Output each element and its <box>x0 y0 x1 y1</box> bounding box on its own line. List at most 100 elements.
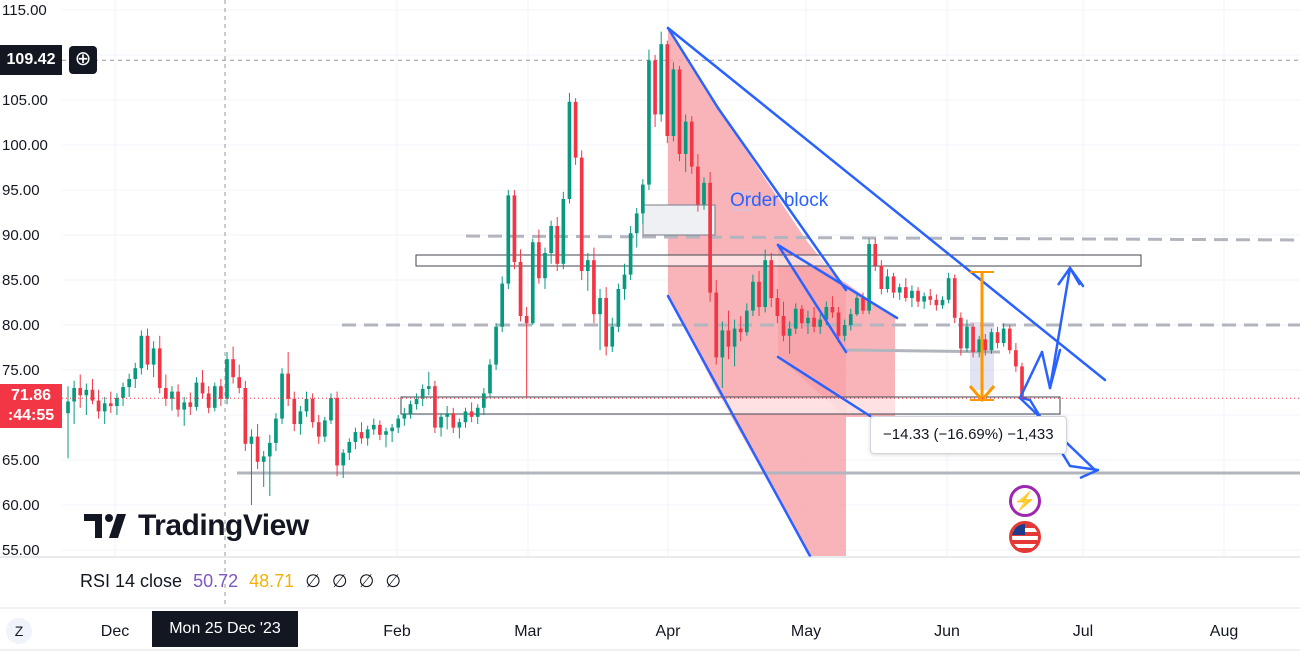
us-flag-event-icon[interactable] <box>1009 521 1041 553</box>
candle-body <box>500 283 505 327</box>
candle-body <box>396 418 401 428</box>
candle-body <box>561 199 566 264</box>
candle-body <box>463 411 468 423</box>
candle-body <box>231 359 235 378</box>
trendline <box>1048 266 1072 390</box>
candle-body <box>433 386 437 428</box>
rsi-placeholder: ∅ <box>358 571 375 591</box>
candle-body <box>365 429 370 439</box>
x-tick-label: May <box>791 623 821 640</box>
candle-body <box>524 316 529 324</box>
candle-body <box>115 397 119 406</box>
candle-body <box>329 397 333 421</box>
candle-body <box>225 359 229 399</box>
candle-body <box>781 316 786 336</box>
candle-body <box>867 244 871 311</box>
candle-body <box>451 413 456 428</box>
candle-body <box>842 325 847 336</box>
support-zone-box <box>400 396 1061 415</box>
candle-body <box>861 298 865 311</box>
candle-body <box>378 424 382 435</box>
candle-body <box>310 398 315 423</box>
rsi-title: RSI 14 close <box>80 571 183 591</box>
flag-canton <box>1012 524 1025 535</box>
candle-body <box>90 389 95 401</box>
candle-body <box>995 332 1000 343</box>
rsi-legend[interactable]: RSI 14 close 50.72 48.71 ∅ ∅ ∅ ∅ <box>80 571 407 592</box>
candle-body <box>903 287 908 298</box>
candle-body <box>1001 328 1006 343</box>
candle-body <box>200 382 205 394</box>
candle-body <box>66 401 70 414</box>
price-level-badge: 109.42 <box>0 45 62 75</box>
candle-body <box>769 260 774 298</box>
tv-logo-icon <box>84 514 126 538</box>
bar-countdown: :44:55 <box>7 407 55 424</box>
candle-body <box>738 328 743 333</box>
candle-body <box>84 389 89 396</box>
timezone-z-button[interactable]: Z <box>6 618 32 644</box>
candle-body <box>897 287 902 293</box>
candle-body <box>96 400 101 412</box>
candle-body <box>757 281 761 307</box>
candle-body <box>121 387 125 398</box>
candle-body <box>237 377 242 388</box>
candle-body <box>855 298 859 315</box>
candle-body <box>977 339 982 352</box>
candle-body <box>72 388 76 402</box>
y-tick-label: 85.00 <box>2 272 40 289</box>
y-tick-label: 115.00 <box>2 2 47 19</box>
lightning-event-icon[interactable]: ⚡ <box>1009 485 1041 517</box>
candle-body <box>598 298 602 315</box>
candle-body <box>261 456 266 462</box>
trendline <box>666 294 812 558</box>
candle-body <box>390 427 394 432</box>
candle-body <box>543 253 547 279</box>
channel-fill-small <box>778 245 895 417</box>
candle-body <box>102 403 107 412</box>
candle-body <box>323 420 327 437</box>
candle-body <box>647 60 651 185</box>
candle-body <box>1007 328 1012 351</box>
candle-body <box>482 393 486 408</box>
candle-body <box>806 317 810 324</box>
candle-body <box>885 276 890 289</box>
candle-body <box>922 296 926 302</box>
add-alert-plus-button[interactable]: ⊕ <box>69 46 97 74</box>
candle-body <box>634 213 639 234</box>
candle-body <box>689 121 694 167</box>
candles-layer <box>66 31 1024 505</box>
candle-body <box>567 101 572 199</box>
x-tick-label: Dec <box>101 623 129 640</box>
candle-body <box>78 388 83 396</box>
candle-body <box>347 442 352 453</box>
last-price-value: 71.86 <box>10 387 52 404</box>
candle-body <box>812 317 816 327</box>
y-tick-label: 55.00 <box>2 542 40 559</box>
projection-arrow-up <box>1056 266 1082 286</box>
y-tick-label: 90.00 <box>2 227 40 244</box>
y-tick-label: 65.00 <box>2 452 40 469</box>
candle-body <box>488 364 492 394</box>
candle-body <box>1020 366 1024 399</box>
candle-body <box>512 195 517 262</box>
candle-body <box>280 373 284 419</box>
trendline <box>666 26 720 110</box>
candle-body <box>506 195 511 284</box>
candle-body <box>170 391 174 399</box>
candle-body <box>934 299 939 306</box>
candle-body <box>708 182 712 293</box>
candle-body <box>891 276 896 293</box>
order-block-label[interactable]: Order block <box>730 190 829 211</box>
candle-body <box>518 262 523 316</box>
candle-body <box>157 348 162 388</box>
candle-body <box>616 289 621 327</box>
candle-body <box>164 388 168 399</box>
y-tick-label: 95.00 <box>2 182 40 199</box>
x-tick-label: Jun <box>934 623 960 640</box>
candle-body <box>151 348 156 365</box>
candle-body <box>751 281 755 311</box>
tradingview-logo: TradingView <box>84 506 309 546</box>
trendline <box>776 355 872 418</box>
